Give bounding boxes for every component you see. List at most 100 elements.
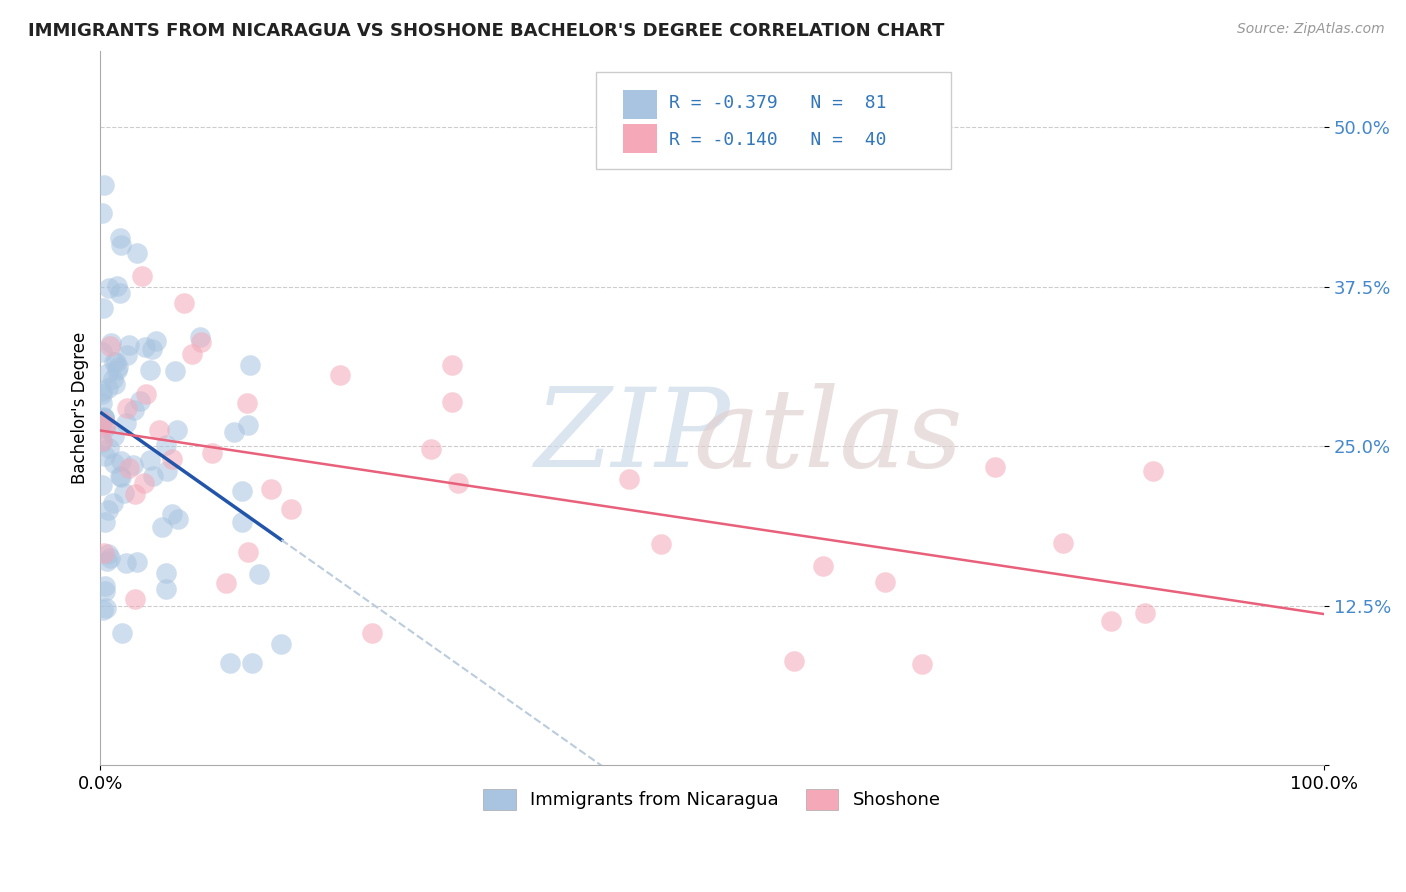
Point: [94, 421, 117, 435]
Point: [93, 411, 115, 425]
Point: [110, 454, 132, 468]
Point: [135, 386, 157, 401]
Point: [94, 601, 117, 615]
Point: [166, 423, 188, 437]
Point: [105, 362, 128, 376]
Point: [911, 657, 934, 671]
Point: [122, 458, 145, 472]
Point: [94, 583, 117, 598]
Point: [166, 512, 188, 526]
Point: [441, 395, 464, 409]
Point: [93, 409, 115, 424]
Point: [984, 460, 1007, 475]
Point: [91, 477, 114, 491]
Point: [115, 416, 138, 430]
Point: [236, 545, 259, 559]
Point: [118, 460, 141, 475]
Point: [142, 468, 165, 483]
Point: [231, 515, 253, 529]
Point: [105, 355, 128, 369]
Point: [101, 496, 124, 510]
Point: [93, 547, 115, 561]
Point: [236, 417, 259, 432]
Point: [118, 338, 141, 352]
Point: [247, 566, 270, 581]
Point: [160, 451, 183, 466]
Point: [97, 442, 120, 456]
Point: [115, 401, 138, 416]
Point: [94, 449, 117, 463]
Point: [93, 178, 115, 192]
Point: [96, 418, 118, 433]
Point: [235, 395, 257, 409]
Point: [190, 335, 212, 350]
Text: ZIP: ZIP: [534, 383, 731, 491]
Point: [107, 360, 129, 375]
Point: [122, 403, 145, 417]
Point: [148, 424, 170, 438]
Point: [150, 520, 173, 534]
Point: [239, 358, 262, 372]
Point: [128, 394, 150, 409]
Point: [139, 452, 162, 467]
Point: [94, 579, 117, 593]
Point: [873, 574, 896, 589]
Point: [160, 508, 183, 522]
Point: [97, 503, 120, 517]
Point: [105, 279, 128, 293]
Point: [242, 656, 264, 670]
Point: [90, 395, 112, 409]
Text: R = -0.379   N =  81: R = -0.379 N = 81: [669, 94, 887, 112]
Point: [90, 434, 112, 449]
Point: [98, 280, 121, 294]
Point: [91, 603, 114, 617]
Point: [114, 556, 136, 570]
Point: [173, 295, 195, 310]
Point: [112, 486, 135, 500]
Point: [156, 464, 179, 478]
Point: [108, 468, 131, 483]
FancyBboxPatch shape: [596, 72, 950, 169]
Text: IMMIGRANTS FROM NICARAGUA VS SHOSHONE BACHELOR'S DEGREE CORRELATION CHART: IMMIGRANTS FROM NICARAGUA VS SHOSHONE BA…: [28, 22, 945, 40]
Text: atlas: atlas: [693, 383, 963, 491]
Point: [219, 656, 242, 670]
Point: [90, 414, 112, 428]
Point: [90, 384, 112, 399]
Point: [231, 484, 253, 499]
Point: [98, 339, 121, 353]
Point: [145, 334, 167, 348]
Point: [329, 368, 352, 383]
Bar: [623, 124, 657, 153]
Point: [1052, 535, 1074, 549]
Point: [134, 340, 156, 354]
Point: [361, 625, 384, 640]
Point: [813, 558, 835, 573]
Point: [110, 625, 132, 640]
Point: [110, 231, 132, 245]
Point: [419, 442, 441, 456]
Point: [214, 575, 236, 590]
Point: [155, 438, 177, 452]
Point: [1142, 464, 1164, 478]
Point: [117, 348, 139, 362]
Point: [259, 483, 281, 497]
Point: [100, 551, 122, 566]
Point: [103, 428, 125, 442]
Point: [96, 554, 118, 568]
Point: [93, 411, 115, 425]
Point: [97, 366, 120, 380]
Legend: Immigrants from Nicaragua, Shoshone: Immigrants from Nicaragua, Shoshone: [477, 781, 948, 817]
Point: [447, 475, 470, 490]
Point: [155, 566, 177, 581]
Point: [97, 548, 120, 562]
Point: [155, 582, 177, 596]
Point: [110, 285, 132, 300]
Point: [188, 330, 211, 344]
Point: [124, 487, 146, 501]
Point: [617, 472, 640, 486]
Point: [90, 345, 112, 359]
Point: [90, 205, 112, 219]
Point: [125, 245, 148, 260]
Point: [90, 415, 112, 429]
Point: [101, 372, 124, 386]
